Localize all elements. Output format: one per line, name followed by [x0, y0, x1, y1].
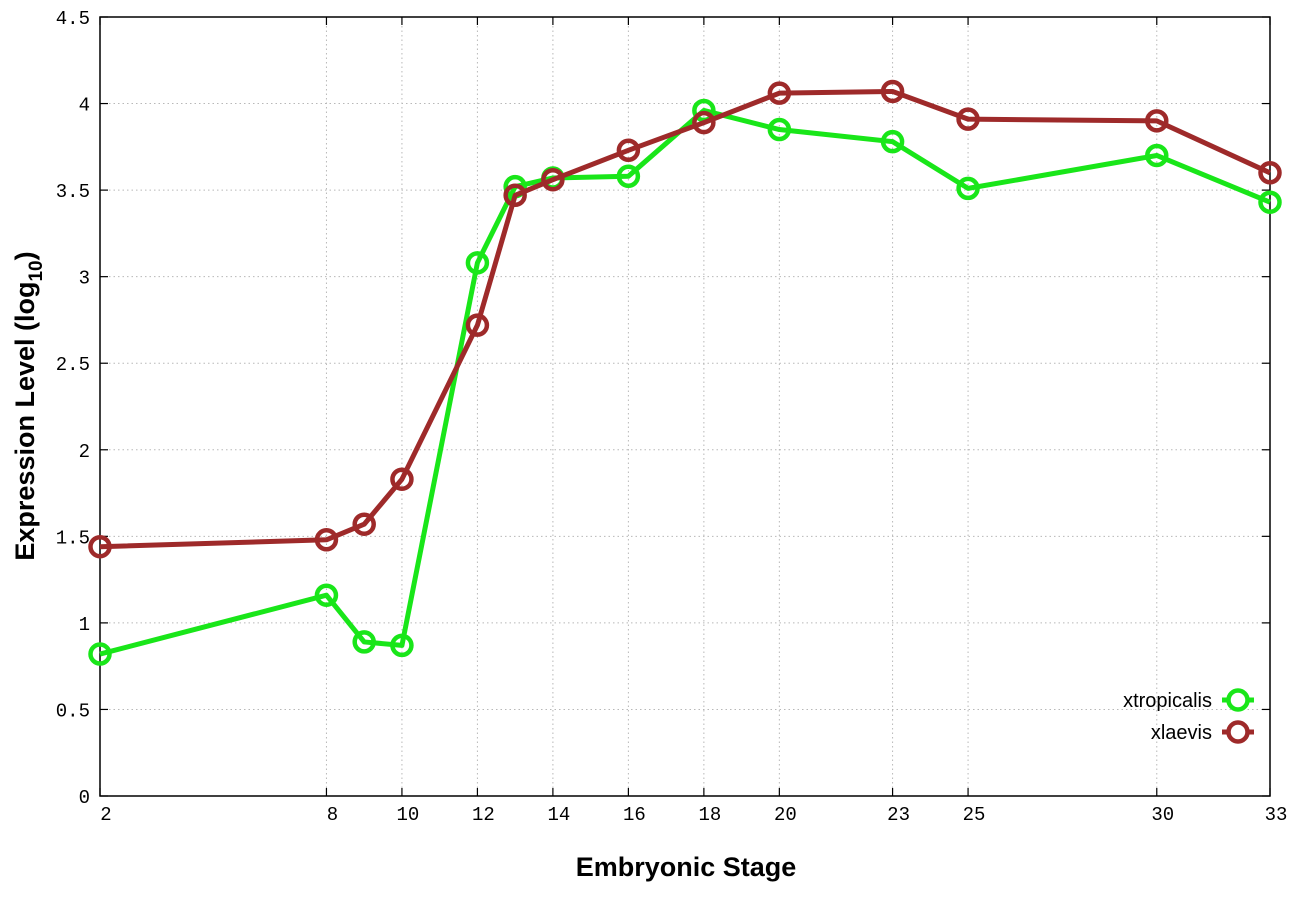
data-point	[880, 129, 905, 154]
data-point	[390, 467, 414, 491]
data-point	[956, 176, 980, 201]
data-point	[1145, 109, 1169, 133]
y-tick-label: 4.5	[56, 8, 90, 30]
data-point	[352, 512, 376, 536]
grid	[100, 17, 1270, 796]
x-tick-label: 2	[100, 804, 111, 826]
x-tick-label: 18	[698, 804, 721, 826]
y-axis-title-main: Expression Level (log	[10, 282, 40, 561]
x-tick-label: 12	[472, 804, 495, 826]
data-point	[692, 110, 716, 135]
data-point	[465, 313, 490, 337]
legend-entry: xtropicalis	[1123, 688, 1254, 712]
x-tick-label: 8	[327, 804, 338, 826]
data-point	[352, 630, 376, 654]
series-lines	[88, 79, 1282, 666]
data-point	[314, 528, 339, 552]
data-point	[767, 117, 792, 142]
y-tick-label: 2.5	[56, 354, 90, 376]
y-axis-title-subscript: 10	[26, 260, 47, 281]
x-tick-label: 33	[1265, 804, 1288, 826]
y-tick-label: 0	[79, 787, 90, 809]
y-axis-title: Expression Level (log10)	[10, 251, 47, 560]
legend-label: xtropicalis	[1123, 690, 1212, 712]
x-tick-label: 30	[1151, 804, 1174, 826]
data-point	[88, 534, 112, 559]
data-point	[541, 167, 565, 192]
x-tick-label: 14	[547, 804, 570, 826]
data-point	[465, 251, 490, 275]
y-tick-label: 2	[79, 441, 90, 463]
data-point	[503, 183, 527, 208]
legend-entry: xlaevis	[1151, 720, 1254, 744]
x-tick-label: 16	[623, 804, 646, 826]
data-point	[1145, 143, 1169, 168]
y-tick-label: 1.5	[56, 527, 90, 549]
x-tick-label: 25	[963, 804, 986, 826]
y-tick-label: 0.5	[56, 700, 90, 722]
x-axis-title: Embryonic Stage	[576, 852, 797, 882]
data-point	[880, 79, 905, 104]
y-tick-label: 3.5	[56, 181, 90, 203]
series-line	[99, 88, 1272, 550]
data-point	[314, 583, 339, 607]
legend: xtropicalis xlaevis	[1123, 688, 1254, 744]
y-axis-title-suffix: )	[10, 251, 40, 260]
x-tick-label: 20	[774, 804, 797, 826]
series-line	[99, 107, 1271, 657]
data-point	[1258, 161, 1282, 185]
data-point	[1258, 190, 1282, 214]
data-point	[390, 633, 414, 658]
legend-label: xlaevis	[1151, 722, 1212, 744]
axis-ticks: 2 8 10 12 14 16 18 20 23 25 30 33 0 0.5 1 1.5 2 2.5 3 3.5 4 4…	[56, 8, 1288, 826]
data-point	[88, 642, 112, 666]
legend-marker	[1226, 720, 1250, 744]
series-xtropicalis	[88, 98, 1282, 666]
data-point	[767, 81, 792, 105]
legend-marker	[1226, 688, 1250, 712]
y-tick-label: 4	[79, 95, 90, 117]
x-tick-label: 23	[887, 804, 910, 826]
y-tick-label: 3	[79, 268, 90, 290]
data-point	[956, 107, 980, 131]
plot-frame	[99, 16, 1271, 797]
y-tick-label: 1	[79, 614, 90, 636]
series-xlaevis	[88, 79, 1282, 559]
data-point	[616, 138, 641, 163]
x-tick-label: 10	[397, 804, 420, 826]
data-point	[616, 164, 641, 189]
